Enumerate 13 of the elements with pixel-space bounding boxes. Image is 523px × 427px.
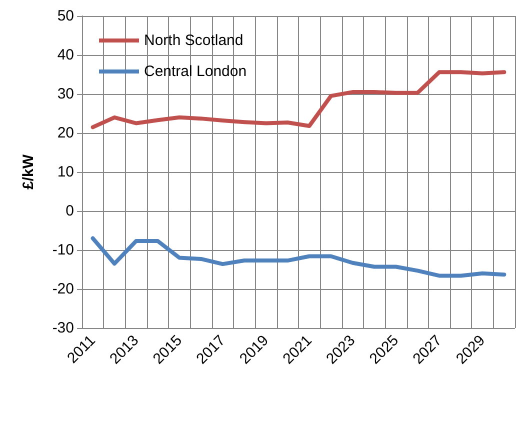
y-tick-label: -20 xyxy=(52,280,74,298)
y-tick-label: 20 xyxy=(57,124,74,142)
y-tick-label: -10 xyxy=(52,242,74,258)
y-tick-label: 40 xyxy=(57,46,74,64)
y-tick-label: 30 xyxy=(57,86,74,102)
y-tick-label: 0 xyxy=(66,202,74,220)
y-tick-label: -30 xyxy=(52,320,74,336)
legend-label: North Scotland xyxy=(144,32,244,49)
legend-label: Central London xyxy=(144,63,247,80)
y-tick-label: 50 xyxy=(57,8,74,24)
y-tick-label: 10 xyxy=(57,164,74,180)
y-axis-title: £/kW xyxy=(20,154,37,190)
line-series xyxy=(90,236,506,278)
